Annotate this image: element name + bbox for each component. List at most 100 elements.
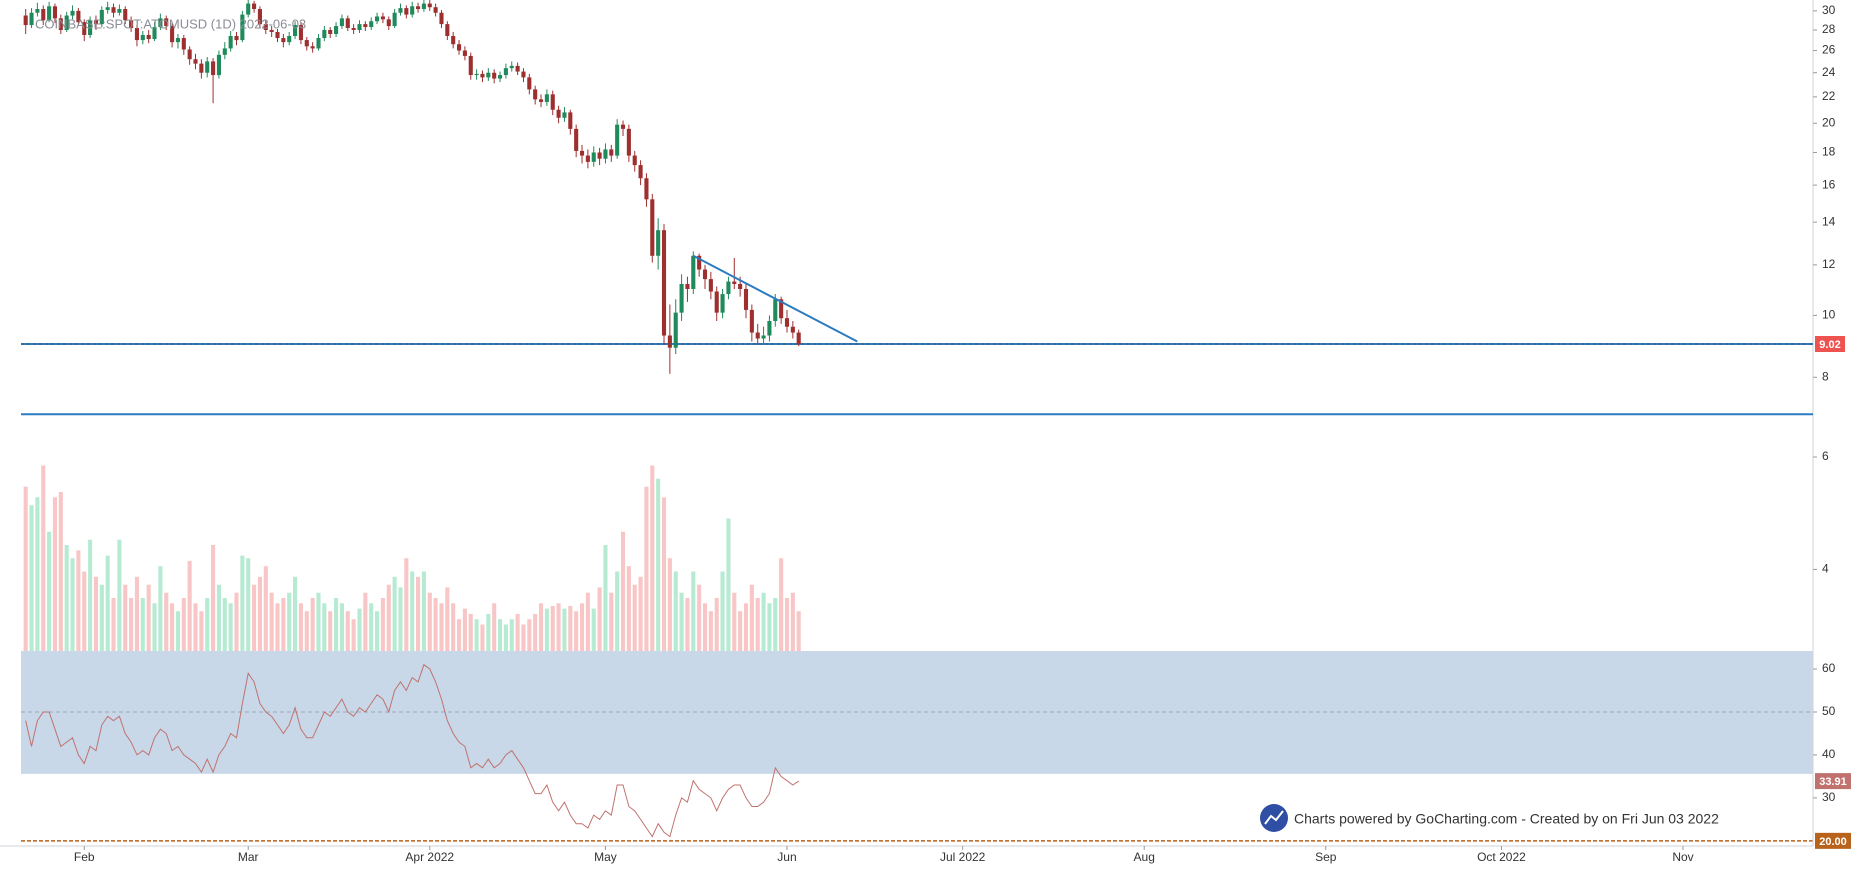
volume-bar [480,624,485,651]
volume-bar [410,571,415,651]
candle-body [246,3,251,15]
volume-bar [82,571,87,651]
candle-body [743,288,749,310]
volume-bar [298,603,303,651]
volume-bar [181,598,186,651]
candle-body [521,71,526,78]
volume-bar [386,584,391,651]
volume-bar [609,592,614,651]
candle-body [603,149,608,159]
volume-bar [644,486,649,651]
volume-bar [328,611,333,651]
volume-bar [562,608,567,651]
x-tick-label: Feb [74,850,95,864]
volume-bar [316,592,321,651]
y-tick-label: 30 [1822,3,1836,17]
volume-bar [708,611,713,651]
candle-body [111,7,116,13]
candle-body [240,14,245,41]
candle-body [749,309,754,333]
candle-body [205,61,210,73]
volume-bar [521,624,526,651]
volume-bar [656,478,661,651]
volume-bar [468,613,473,651]
volume-bar [41,465,46,651]
candle-body [486,72,491,78]
volume-bar [790,592,795,651]
rsi-line [25,663,799,838]
candle-body [726,281,731,295]
volume-bar [574,611,579,651]
volume-bar [515,613,520,651]
candle-body [474,73,479,76]
candle-body [52,6,58,19]
volume-bar [129,598,134,651]
x-tick-label: Apr 2022 [405,850,454,864]
candle-body [779,299,784,319]
candle-body [456,44,462,51]
candle-body [585,155,590,162]
volume-bar [497,619,503,651]
credit[interactable]: Charts powered by GoCharting.com - Creat… [1260,804,1719,832]
candle-body [667,335,672,348]
volume-bar [29,505,34,651]
volume-bar [117,539,122,651]
candle-body [386,19,391,27]
candle-body [790,326,795,333]
volume-bar [158,566,163,651]
rsi-last-label-box [1815,773,1851,790]
candle-body [310,46,315,49]
volume-bar [269,592,274,651]
volume-bar [339,603,344,651]
volume-bar [755,598,760,651]
background-layer [0,0,1817,850]
y-tick-label: 6 [1822,449,1829,463]
credit-icon-line [1264,810,1284,825]
rsi-tick-label: 40 [1822,747,1836,761]
candle-body [433,7,438,13]
volume-bar [503,624,508,651]
volume-bar [445,587,450,651]
candle-body [41,9,46,21]
candle-body [222,48,227,55]
volume-bar [538,603,544,651]
volume-bar [310,598,315,651]
candle-body [58,18,63,30]
volume-bar [146,584,151,651]
y-tick-label: 8 [1822,369,1829,383]
volume-bar [615,571,620,651]
volume-bar [64,545,69,651]
volume-bar [638,576,643,651]
candle-body [439,12,444,25]
candle-body [533,89,538,100]
volume-bar [726,518,731,651]
volume-bar [427,592,432,651]
candle-body [380,16,385,20]
volume-bar [398,587,403,651]
candle-body [257,9,262,25]
volume-bar [679,592,684,651]
volume-bar [322,603,327,651]
candle-body [351,28,356,30]
x-tick-label: Oct 2022 [1477,850,1526,864]
volume-bar [76,550,81,651]
volume-bar [105,555,110,651]
candle-body [679,283,684,313]
volume-bar [591,608,596,651]
volume-bar [281,598,286,651]
volume-bar [416,576,421,651]
volume-bar [234,592,239,651]
candle-body [527,77,532,90]
rsi-level-label-box [1815,832,1851,849]
volume-bar [199,611,204,651]
footer-text: Charts powered by GoCharting.com - Creat… [1294,811,1719,827]
candle-body [76,10,81,23]
candle-body [738,283,743,289]
volume-bar [369,603,374,651]
candle-body [175,38,180,43]
y-tick-label: 20 [1822,115,1836,129]
candle-body [158,18,163,28]
last-price-label: 9.02 [1819,339,1840,351]
candle-body [538,99,544,102]
volume-bar [597,587,602,651]
